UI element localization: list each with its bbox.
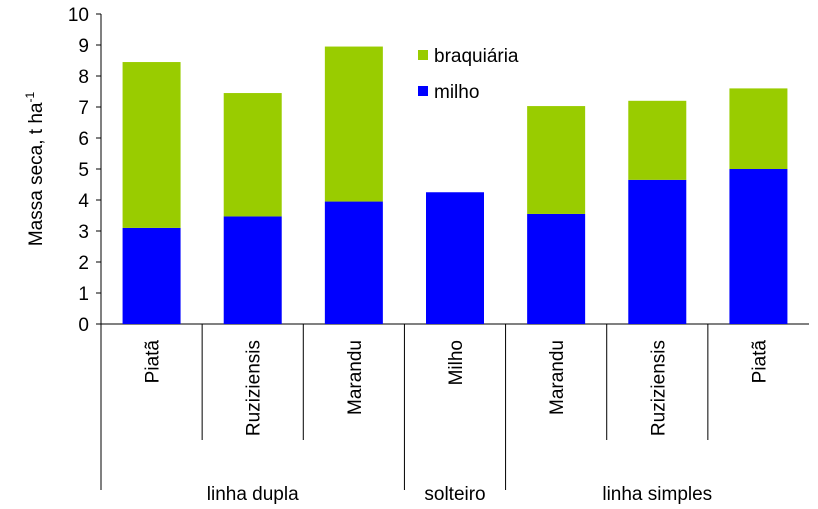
y-tick-label: 4 [78, 191, 89, 212]
x-tick-label: Piatã [749, 340, 770, 384]
bar-segment [628, 100, 687, 180]
bar-segment [426, 192, 484, 324]
y-tick-label: 6 [78, 129, 89, 150]
x-tick-label: Marandu [547, 340, 568, 415]
bar-segment [223, 216, 282, 324]
x-tick-label: Ruziziensis [244, 340, 265, 436]
y-tick-label: 5 [78, 160, 89, 181]
y-tick-label: 7 [78, 98, 89, 119]
x-tick-label: Milho [446, 340, 467, 385]
bar-segment [729, 169, 788, 324]
group-label: linha dupla [207, 484, 299, 504]
bar-segment [729, 88, 788, 169]
bar-segment [324, 46, 383, 202]
y-axis-label-text: Massa seca, t ha [26, 102, 47, 246]
y-axis-label-sup: -1 [23, 92, 37, 103]
bar-segment [527, 213, 586, 324]
y-tick-label: 10 [68, 5, 89, 26]
x-tick-label: Ruziziensis [648, 340, 669, 436]
group-label: linha simples [602, 484, 712, 504]
legend-swatch [418, 86, 428, 96]
legend-label: milho [434, 82, 479, 103]
bar-segment [122, 62, 181, 228]
y-tick-label: 8 [78, 67, 89, 88]
bar-segment [527, 106, 586, 214]
y-tick-label: 0 [78, 315, 89, 336]
bar-segment [223, 93, 282, 217]
group-label: solteiro [424, 484, 485, 504]
y-tick-label: 9 [78, 36, 89, 57]
bar-segment [122, 227, 181, 324]
y-tick-label: 2 [78, 253, 89, 274]
y-tick-label: 1 [78, 284, 89, 305]
x-tick-label: Piatã [143, 340, 164, 384]
y-tick-label: 3 [78, 222, 89, 243]
bar-segment [324, 201, 383, 324]
x-tick-label: Marandu [345, 340, 366, 415]
bar-segment [628, 179, 687, 324]
y-axis-label: Massa seca, t ha-1 [23, 92, 47, 247]
legend-label: braquiária [434, 46, 519, 67]
legend-swatch [418, 50, 428, 60]
